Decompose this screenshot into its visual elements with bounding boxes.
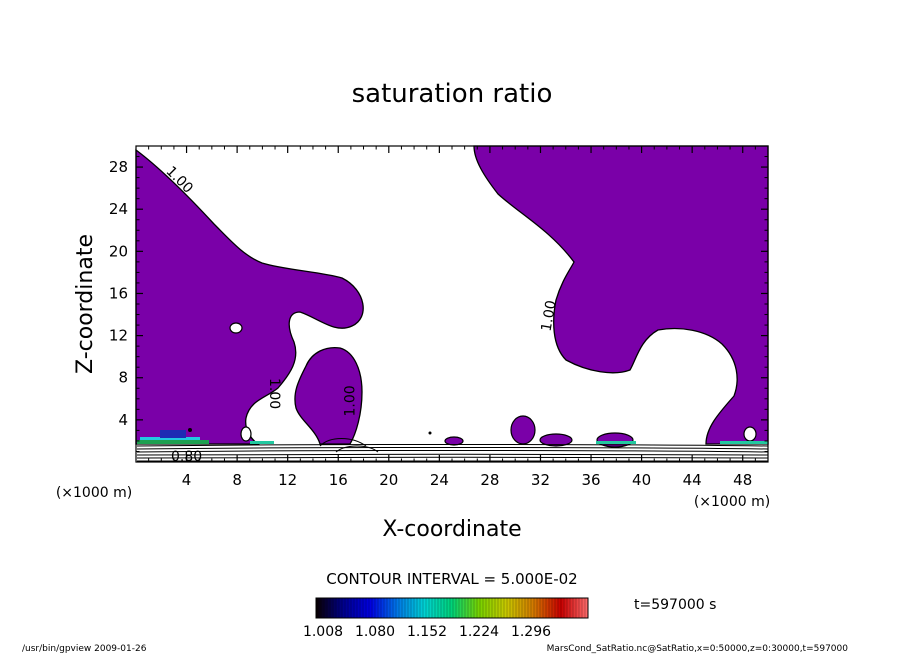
y-axis-label: Z-coordinate [73,234,98,374]
contour-fill-regions [135,145,769,448]
y-tick-label-6: 28 [109,158,128,176]
y-tick-label-2: 12 [109,327,128,345]
surface-blue-left [160,430,186,438]
y-tick-label-3: 16 [109,284,128,302]
hole-1 [229,322,243,334]
chart-title: saturation ratio [352,79,553,109]
y-tick-label-1: 8 [118,369,128,387]
fill-blob-1 [510,415,536,445]
contour-label-3: 1.00 [539,299,560,332]
speck-1 [428,431,432,435]
colorbar-tick-label-0: 1.008 [303,624,343,640]
x-tick-label-10: 44 [683,471,702,489]
colorbar-tick-label-3: 1.224 [459,624,499,640]
x-unit-left: (×1000 m) [56,485,132,501]
surface-cyan-left [140,437,200,440]
x-tick-label-1: 8 [232,471,242,489]
colorbar-tick-labels: 1.008 1.080 1.152 1.224 1.296 [303,624,551,640]
y-tick-label-4: 20 [109,242,128,260]
x-tick-label-7: 32 [531,471,550,489]
x-tick-label-5: 24 [430,471,449,489]
speck-2 [188,428,192,432]
fill-region-right [473,145,769,445]
fill-blob-2 [539,433,573,447]
y-tick-label-0: 4 [118,411,128,429]
fill-region-left [135,148,364,445]
x-tick-label-2: 12 [278,471,297,489]
fill-blob-4 [444,436,464,446]
time-label: t=597000 s [634,597,716,613]
x-tick-label-9: 40 [632,471,651,489]
colorbar-stripes [317,598,586,618]
surface-green-r2 [720,441,768,444]
plot-area: 1.001.00 1.001.000.80 4 8 12 16 20 24 28 32 36 40 4… [109,145,769,489]
hole-3 [743,426,757,442]
x-tick-label-3: 16 [329,471,348,489]
colorbar-tick-label-2: 1.152 [407,624,447,640]
x-tick-label-8: 36 [581,471,600,489]
surface-green-left [137,440,209,444]
x-axis-label: X-coordinate [382,517,521,542]
x-axis: 4 8 12 16 20 24 28 32 36 40 44 48 [135,146,769,489]
contour-label-2: 1.00 [343,385,359,416]
surface-green-r1 [596,441,636,444]
colorbar-gradient [315,597,589,619]
contour-label-1: 1.00 [266,378,282,409]
y-tick-label-5: 24 [109,200,128,218]
fill-region-middle [294,346,363,445]
colorbar-tick-label-1: 1.080 [355,624,395,640]
x-unit-right: (×1000 m) [694,494,770,510]
hole-2 [240,426,252,442]
footer-right: MarsCond_SatRatio.nc@SatRatio,x=0:50000,… [547,644,849,654]
footer-left: /usr/bin/gpview 2009-01-26 [22,644,147,654]
x-tick-label-4: 20 [379,471,398,489]
surface-layer [137,430,768,444]
surface-green-mid [250,441,274,444]
x-tick-label-0: 4 [182,471,192,489]
contour-interval: CONTOUR INTERVAL = 5.000E-02 [326,570,577,588]
y-axis: 4 8 12 16 20 24 28 [109,145,768,463]
colorbar-tick-label-4: 1.296 [511,624,551,640]
x-tick-label-6: 28 [480,471,499,489]
x-tick-label-11: 48 [733,471,752,489]
colorbar: 1.008 1.080 1.152 1.224 1.296 [303,597,589,640]
